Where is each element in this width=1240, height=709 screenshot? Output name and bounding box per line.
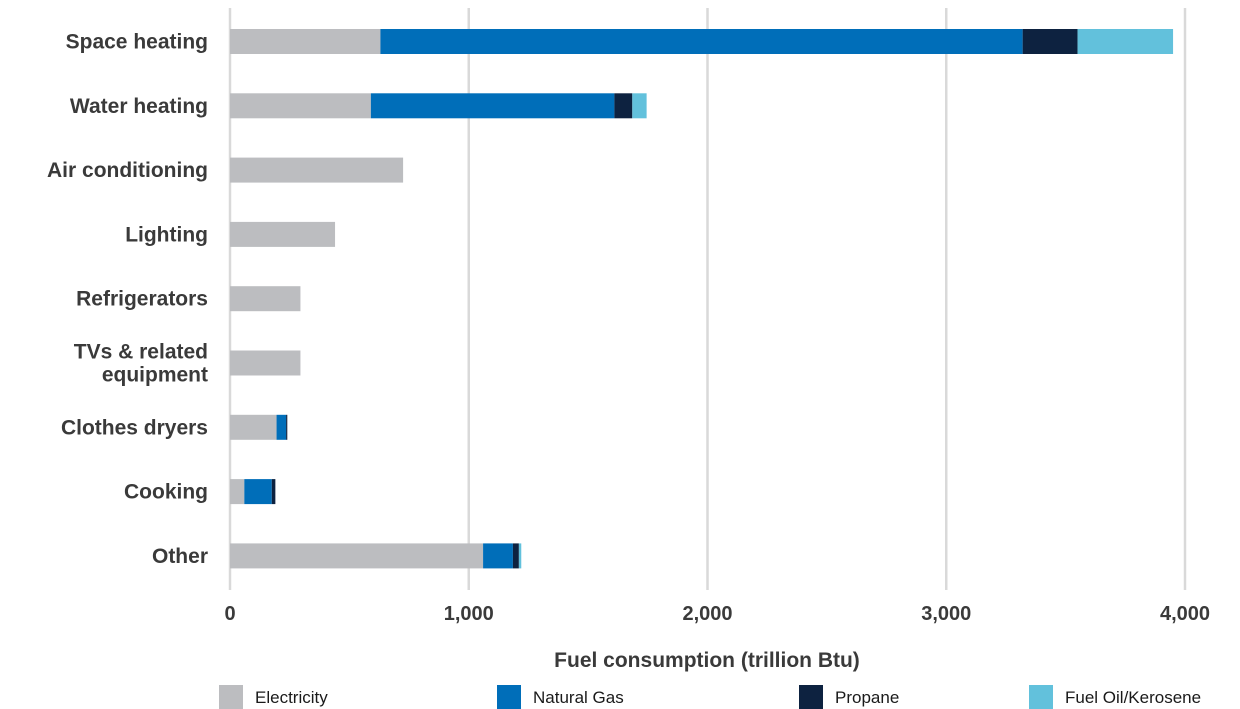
bar-segment <box>230 543 484 569</box>
legend-item: Propane <box>799 685 899 709</box>
x-axis-title: Fuel consumption (trillion Btu) <box>554 649 860 672</box>
legend-swatch <box>799 685 823 709</box>
x-tick-label: 2,000 <box>682 603 732 625</box>
bar-segment <box>276 414 287 440</box>
bar-segment <box>1022 29 1078 54</box>
bar-segment <box>518 543 522 569</box>
category-label: Refrigerators <box>76 288 208 311</box>
x-tick-label: 0 <box>224 603 235 625</box>
bar-segment <box>271 479 276 505</box>
legend-label: Propane <box>835 688 899 707</box>
x-tick-label: 1,000 <box>444 603 494 625</box>
category-label: Space heating <box>66 31 208 54</box>
bar-segment <box>230 350 301 376</box>
category-labels: Space heating Water heating Air conditioni… <box>47 31 208 568</box>
category-label: Cooking <box>124 481 208 504</box>
bar-segment <box>512 543 519 569</box>
bar-segment <box>1077 29 1174 54</box>
bar-segment <box>230 286 301 312</box>
bar-segment <box>483 543 513 569</box>
legend-label: Natural Gas <box>533 688 624 707</box>
bar-segment <box>230 414 277 440</box>
x-tick-label: 3,000 <box>921 603 971 625</box>
category-label: Other <box>152 545 208 568</box>
bars <box>230 29 1174 569</box>
legend-swatch <box>219 685 243 709</box>
bar-segment <box>230 479 245 505</box>
bar-segment <box>230 93 371 119</box>
legend-item: Electricity <box>219 685 328 709</box>
category-label: Water heating <box>70 95 208 118</box>
legend-item: Fuel Oil/Kerosene <box>1029 685 1201 709</box>
legend: Electricity Natural Gas Propane Fuel Oil/Ke… <box>219 685 1201 709</box>
legend-label: Electricity <box>255 688 328 707</box>
x-tick-label: 4,000 <box>1160 603 1210 625</box>
bar-segment <box>632 93 647 119</box>
legend-label: Fuel Oil/Kerosene <box>1065 688 1201 707</box>
bar-segment <box>614 93 633 119</box>
legend-item: Natural Gas <box>497 685 624 709</box>
legend-swatch <box>497 685 521 709</box>
bar-segment <box>230 221 336 247</box>
bar-segment <box>230 157 404 183</box>
x-tick-labels: 0 1,000 2,000 3,000 4,000 <box>224 603 1210 625</box>
category-label: TVs & related equipment <box>74 341 208 387</box>
bar-segment <box>244 479 272 505</box>
category-label: Lighting <box>125 223 208 246</box>
bar-segment <box>230 29 381 54</box>
bar-segment <box>370 93 615 119</box>
bar-segment <box>380 29 1023 54</box>
category-label: Clothes dryers <box>61 416 208 439</box>
category-label: Air conditioning <box>47 159 208 182</box>
legend-swatch <box>1029 685 1053 709</box>
bar-segment <box>286 414 288 440</box>
